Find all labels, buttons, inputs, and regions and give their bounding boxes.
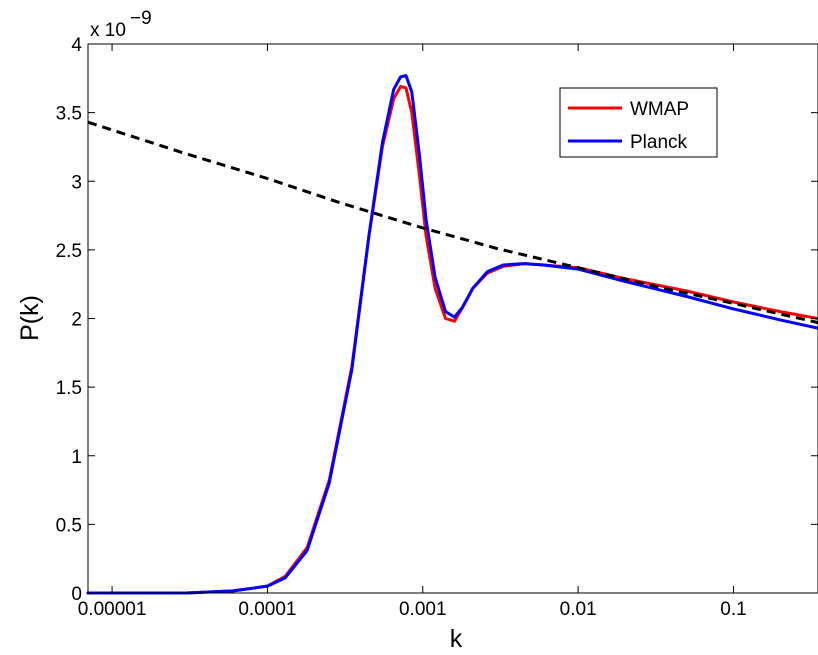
- x-tick-label: 0.001: [399, 599, 447, 620]
- y-tick-label: 0: [71, 584, 82, 605]
- y-tick-label: 1: [71, 447, 82, 468]
- legend-label-wmap: WMAP: [630, 99, 689, 120]
- y-tick-label: 0.5: [56, 515, 82, 536]
- legend: WMAP Planck: [559, 87, 718, 158]
- y-tick-label: 3: [71, 172, 82, 193]
- y-multiplier-exponent: −9: [130, 8, 152, 29]
- y-tick-label: 4: [71, 35, 82, 56]
- y-tick-label: 1.5: [56, 378, 82, 399]
- y-multiplier: x 10: [90, 20, 126, 41]
- x-tick-label: 0.1: [720, 599, 746, 620]
- x-tick-label: 0.00001: [78, 599, 147, 620]
- x-tick-label: 0.0001: [238, 599, 296, 620]
- y-tick-label: 2.5: [56, 241, 82, 262]
- x-tick-label: 0.01: [560, 599, 597, 620]
- ticks-layer: 0.00001 0.0001 0.001 0.01 0.1 0 0.5 1 1.5 2 2.5 3 3.…: [56, 35, 818, 620]
- y-tick-label: 3.5: [56, 104, 82, 125]
- legend-entries: WMAP Planck: [568, 99, 689, 153]
- legend-label-planck: Planck: [630, 132, 688, 153]
- y-tick-label: 2: [71, 310, 82, 331]
- legend-box: [559, 87, 718, 158]
- series-layer: [86, 74, 818, 595]
- y-axis-label: P(k): [16, 295, 44, 341]
- x-axis-label: k: [450, 625, 463, 653]
